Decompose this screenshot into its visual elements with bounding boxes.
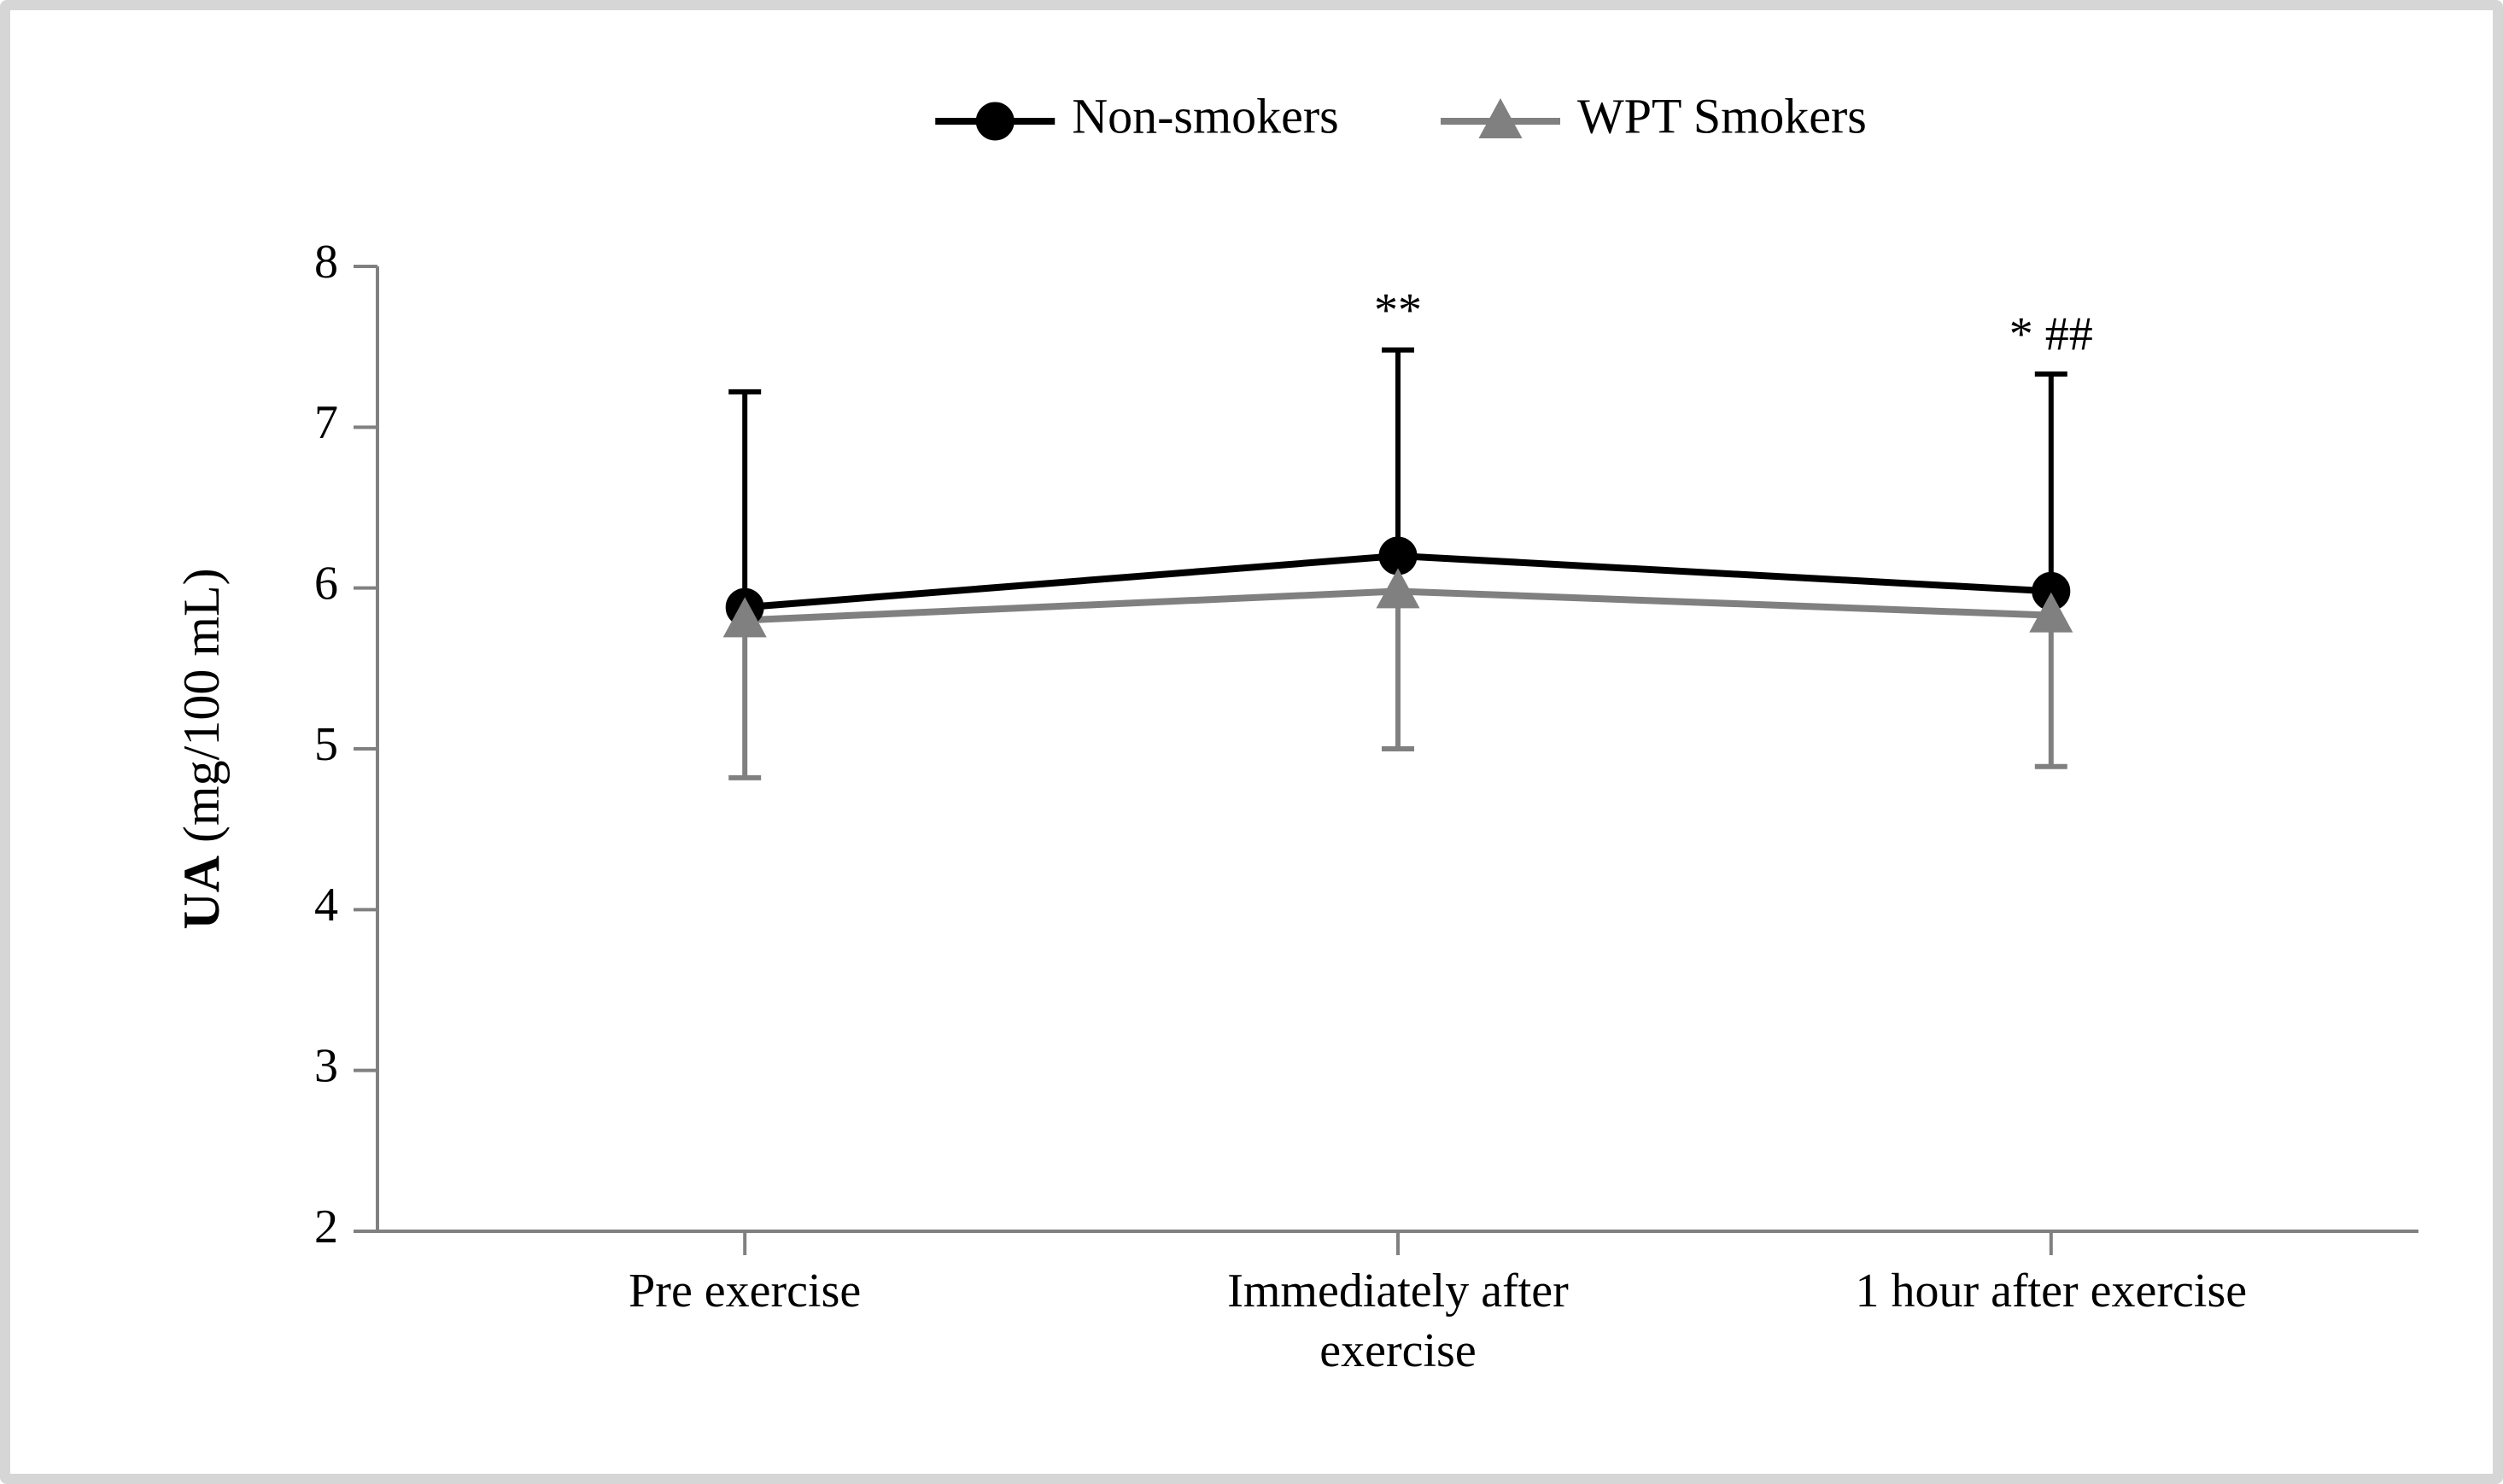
x-tick-label: 1 hour after exercise <box>1855 1265 2247 1317</box>
y-tick-label: 5 <box>314 718 338 771</box>
y-tick-label: 6 <box>314 558 338 611</box>
svg-text:UA (mg/100 mL): UA (mg/100 mL) <box>173 568 230 929</box>
annotation-text: * ## <box>2009 308 2093 361</box>
y-tick-label: 3 <box>314 1040 338 1093</box>
legend-label: WPT Smokers <box>1577 88 1867 143</box>
y-axis-label: UA (mg/100 mL) <box>173 568 230 929</box>
legend: Non-smokers WPT Smokers <box>935 88 1867 143</box>
chart-frame: 2 3 4 5 6 7 8 UA (mg/100 mL) Pre exercise Immedia… <box>0 0 2503 1484</box>
x-tick-label: Pre exercise <box>629 1265 861 1317</box>
annotation-text: ** <box>1374 283 1422 336</box>
y-tick-label: 7 <box>314 396 338 449</box>
marker-circle <box>976 102 1014 140</box>
y-tick-label: 2 <box>314 1201 338 1253</box>
y-tick-label: 8 <box>314 236 338 289</box>
x-tick-label: Immediately afterexercise <box>1227 1265 1569 1377</box>
legend-label: Non-smokers <box>1072 88 1339 143</box>
y-tick-label: 4 <box>314 879 338 932</box>
line-chart: 2 3 4 5 6 7 8 UA (mg/100 mL) Pre exercise Immedia… <box>10 10 2493 1474</box>
